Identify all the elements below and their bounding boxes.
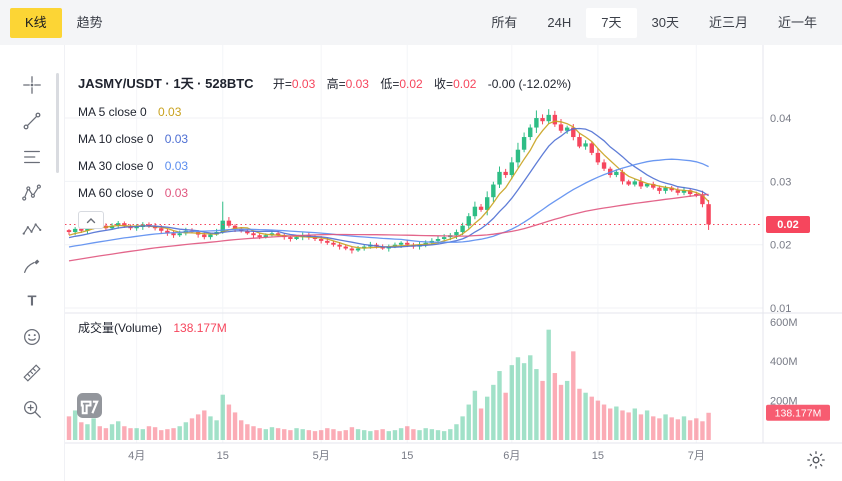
settings-gear-icon[interactable] [804, 449, 828, 473]
candlestick-chart[interactable]: 0.01 0.02 0.03 0.04 200M 400M 600M 0.02 138.177M… [65, 45, 842, 481]
chart-workspace: T [0, 45, 842, 481]
trend-line-icon[interactable] [14, 103, 50, 139]
svg-text:0.04: 0.04 [770, 113, 791, 125]
xabcd-pattern-icon[interactable] [14, 175, 50, 211]
emoji-icon[interactable] [14, 319, 50, 355]
svg-text:0.03: 0.03 [770, 176, 791, 188]
chart-type-tabs: K线 趋势 [10, 7, 118, 38]
svg-text:4月: 4月 [128, 450, 145, 462]
svg-text:15: 15 [592, 450, 604, 462]
tab-trend[interactable]: 趋势 [76, 14, 103, 30]
tab-kline[interactable]: K线 [10, 7, 62, 38]
range-tab-1y[interactable]: 近一年 [777, 14, 817, 30]
tradingview-logo [77, 393, 102, 423]
svg-text:138.177M: 138.177M [775, 407, 822, 419]
svg-text:5月: 5月 [313, 450, 330, 462]
chevron-up-icon [86, 217, 96, 223]
svg-text:T: T [28, 294, 37, 310]
svg-text:7月: 7月 [688, 450, 705, 462]
toolbar-scrollbar[interactable] [56, 73, 59, 173]
fib-retracement-icon[interactable] [14, 139, 50, 175]
svg-text:0.02: 0.02 [770, 240, 791, 252]
range-tabs: 所有 24H 7天 30天 近三月 近一年 [476, 7, 832, 38]
svg-text:400M: 400M [770, 356, 798, 368]
topbar: K线 趋势 所有 24H 7天 30天 近三月 近一年 [0, 0, 842, 45]
svg-text:15: 15 [217, 450, 229, 462]
range-tab-24h[interactable]: 24H [547, 14, 572, 30]
range-tab-3m[interactable]: 近三月 [708, 14, 748, 30]
brush-icon[interactable] [14, 247, 50, 283]
zoom-in-icon[interactable] [14, 391, 50, 427]
svg-text:200M: 200M [770, 396, 798, 408]
svg-text:0.01: 0.01 [770, 303, 791, 315]
collapse-indicators-button[interactable] [78, 211, 104, 229]
svg-text:0.02: 0.02 [777, 219, 798, 231]
svg-text:15: 15 [401, 450, 413, 462]
drawing-toolbar: T [0, 45, 65, 481]
svg-text:600M: 600M [770, 317, 798, 329]
svg-text:6月: 6月 [503, 450, 520, 462]
range-tab-7d[interactable]: 7天 [586, 7, 637, 38]
ruler-icon[interactable] [14, 355, 50, 391]
range-tab-30d[interactable]: 30天 [651, 14, 679, 30]
range-tab-all[interactable]: 所有 [491, 14, 518, 30]
chart-area: 0.01 0.02 0.03 0.04 200M 400M 600M 0.02 138.177M… [65, 45, 842, 481]
elliott-wave-icon[interactable] [14, 211, 50, 247]
text-icon[interactable]: T [14, 283, 50, 319]
crosshair-icon[interactable] [14, 67, 50, 103]
